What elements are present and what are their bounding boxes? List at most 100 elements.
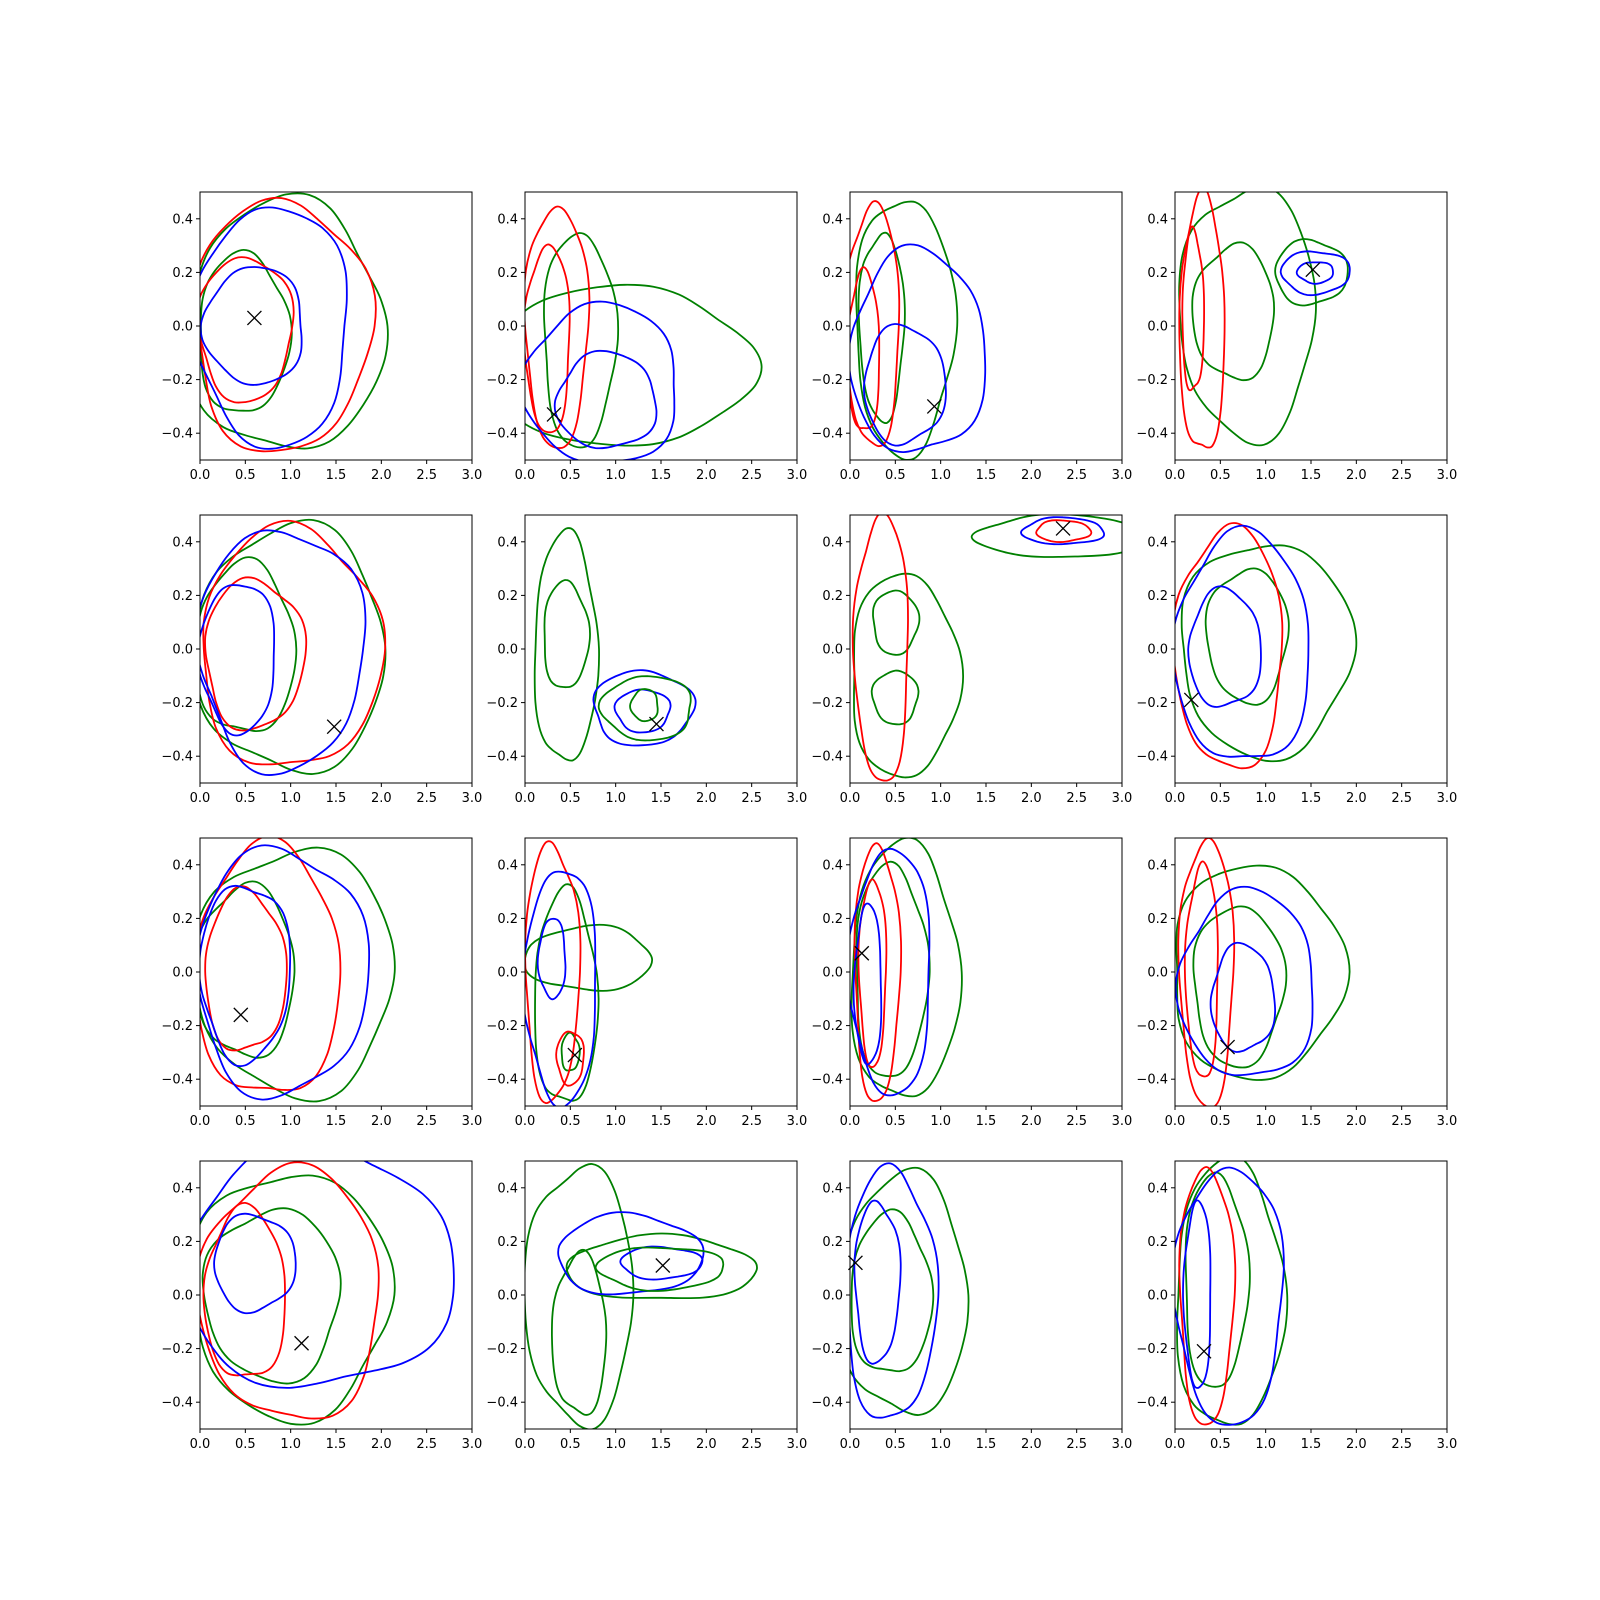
x-marker [847, 1255, 863, 1271]
x-tick-label: 1.0 [605, 1114, 626, 1129]
y-tick-label: 0.2 [497, 266, 518, 281]
blue-contour [1209, 941, 1277, 1053]
green-contour [543, 579, 591, 689]
y-tick-label: −0.2 [486, 1019, 518, 1034]
contour-group [850, 838, 963, 1103]
red-contour [555, 1030, 585, 1087]
green-contour [200, 880, 296, 1059]
red-contour [1183, 860, 1219, 1078]
x-tick-label: 1.5 [976, 1114, 997, 1129]
blue-contour [1175, 1166, 1285, 1426]
blue-contour [1175, 885, 1314, 1077]
y-tick-label: 0.4 [497, 535, 518, 550]
y-tick-label: −0.2 [486, 696, 518, 711]
y-tick-label: 0.4 [497, 858, 518, 873]
y-tick-label: 0.2 [1147, 912, 1168, 927]
x-marker [546, 406, 562, 422]
green-contour [1184, 1171, 1251, 1388]
x-tick-label: 1.0 [280, 1437, 301, 1452]
x-tick-label: 0.0 [1165, 791, 1186, 806]
y-tick-label: 0.4 [172, 858, 193, 873]
panel-14: 0.0 0.5 1.0 1.5 2.0 2.5 3.0 −0.4 −0.2 0.0 0.2 0.4 [486, 1160, 807, 1452]
y-tick-label: 0.0 [172, 1289, 193, 1304]
x-tick-label: 0.0 [840, 791, 861, 806]
y-tick-label: −0.2 [811, 696, 843, 711]
green-contour [970, 515, 1122, 558]
y-tick-label: 0.2 [822, 912, 843, 927]
green-contour [1192, 905, 1288, 1069]
x-tick-label: 0.5 [1210, 1437, 1231, 1452]
red-contour [853, 842, 903, 1103]
red-contour [200, 196, 377, 453]
y-tick-label: 0.2 [497, 589, 518, 604]
green-contour [1191, 241, 1275, 382]
x-tick-label: 3.0 [1437, 791, 1458, 806]
x-tick-label: 1.5 [651, 1114, 672, 1129]
y-tick-label: 0.2 [1147, 589, 1168, 604]
x-tick-label: 1.0 [930, 1437, 951, 1452]
axes-frame [849, 1160, 1123, 1430]
contour-group [200, 1161, 455, 1426]
y-tick-label: 0.2 [1147, 266, 1168, 281]
red-contour [202, 519, 387, 766]
contour-group [1175, 522, 1358, 770]
y-tick-label: −0.4 [1136, 1073, 1168, 1088]
y-tick-label: 0.2 [172, 589, 193, 604]
blue-contour [850, 1162, 940, 1419]
x-tick-label: 0.0 [1165, 468, 1186, 483]
contour-group [850, 1162, 970, 1419]
x-tick-label: 2.5 [1391, 1437, 1412, 1452]
x-tick-label: 2.5 [1391, 468, 1412, 483]
blue-contour [850, 243, 987, 454]
green-contour [534, 883, 600, 1102]
y-tick-label: 0.2 [822, 266, 843, 281]
y-tick-label: −0.2 [161, 1019, 193, 1034]
y-tick-label: 0.2 [497, 912, 518, 927]
panel-9: 0.0 0.5 1.0 1.5 2.0 2.5 3.0 −0.4 −0.2 0.0 0.2 0.4 [161, 837, 482, 1129]
green-contour [200, 556, 298, 733]
x-tick-label: 2.5 [1391, 1114, 1412, 1129]
blue-contour [863, 323, 947, 447]
blue-contour [592, 669, 697, 747]
x-tick-label: 2.0 [371, 468, 392, 483]
y-tick-label: 0.4 [172, 1181, 193, 1196]
x-tick-label: 1.0 [930, 1114, 951, 1129]
panel-13: 0.0 0.5 1.0 1.5 2.0 2.5 3.0 −0.4 −0.2 0.0 0.2 0.4 [161, 1160, 482, 1452]
y-tick-label: −0.2 [161, 373, 193, 388]
x-tick-label: 1.5 [651, 791, 672, 806]
x-tick-label: 2.0 [1346, 1437, 1367, 1452]
x-tick-label: 3.0 [1112, 791, 1133, 806]
y-tick-label: −0.4 [486, 1073, 518, 1088]
contour-group [525, 840, 654, 1106]
y-tick-label: 0.0 [1147, 643, 1168, 658]
red-contour [1181, 225, 1205, 392]
x-tick-label: 3.0 [1437, 468, 1458, 483]
y-tick-label: −0.4 [486, 1396, 518, 1411]
x-tick-label: 2.5 [741, 791, 762, 806]
axes-frame [524, 191, 798, 461]
blue-contour [200, 884, 292, 1068]
blue-contour [613, 688, 672, 734]
x-tick-label: 1.0 [1255, 1437, 1276, 1452]
y-tick-label: 0.0 [1147, 1289, 1168, 1304]
blue-contour [850, 847, 931, 1097]
x-tick-label: 0.0 [840, 1437, 861, 1452]
y-tick-label: 0.4 [172, 535, 193, 550]
x-tick-label: 1.0 [280, 791, 301, 806]
axes-frame [1174, 514, 1448, 784]
y-tick-label: 0.0 [497, 643, 518, 658]
x-tick-label: 1.5 [326, 1437, 347, 1452]
contour-group [200, 838, 396, 1103]
y-tick-label: 0.4 [822, 535, 843, 550]
x-marker [1220, 1039, 1236, 1055]
x-tick-label: 2.5 [1066, 1114, 1087, 1129]
green-contour [1274, 238, 1349, 307]
y-tick-label: −0.4 [1136, 750, 1168, 765]
x-tick-label: 1.0 [605, 1437, 626, 1452]
y-tick-label: −0.2 [811, 373, 843, 388]
x-tick-label: 0.5 [885, 1437, 906, 1452]
y-tick-label: −0.2 [161, 696, 193, 711]
x-tick-label: 1.0 [930, 791, 951, 806]
green-contour [1180, 544, 1358, 763]
x-tick-label: 0.5 [1210, 1114, 1231, 1129]
